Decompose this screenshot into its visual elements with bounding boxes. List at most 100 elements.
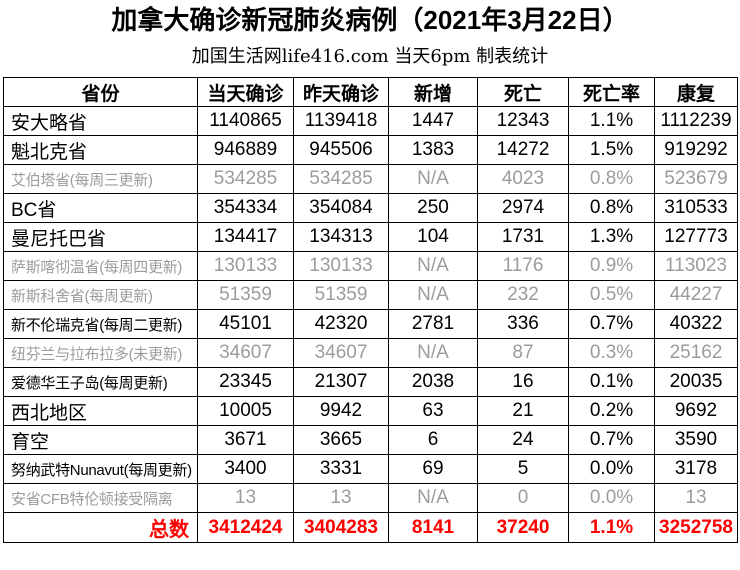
table-row: 曼尼托巴省 134417 134313 104 1731 1.3% 127773: [3, 222, 738, 253]
cell-recovered: 310533: [654, 193, 738, 224]
page-subtitle: 加国生活网life416.com 当天6pm 制表统计: [191, 46, 549, 68]
cell-today_confirmed: 13: [197, 483, 294, 514]
province-name: 曼尼托巴省: [3, 222, 198, 253]
table-row: 魁北克省 946889 945506 1383 14272 1.5% 919292: [3, 135, 738, 166]
cell-recovered: 9692: [654, 396, 738, 427]
cell-yesterday_confirmed: 13: [293, 483, 389, 514]
cell-recovered: 3178: [654, 454, 738, 485]
cell-recovered: 1112239: [654, 106, 738, 137]
column-header-province: 省份: [3, 77, 198, 108]
province-name: 魁北克省: [3, 135, 198, 166]
cell-recovered: 13: [654, 483, 738, 514]
cell-new_cases: 250: [388, 193, 478, 224]
cell-death_rate: 0.8%: [568, 164, 655, 195]
cell-deaths: 1176: [477, 251, 569, 282]
cell-today_confirmed: 130133: [197, 251, 294, 282]
column-header-recovered: 康复: [654, 77, 738, 108]
cell-recovered: 20035: [654, 367, 738, 398]
cell-deaths: 37240: [477, 512, 569, 544]
cell-new_cases: N/A: [388, 280, 478, 311]
cell-death_rate: 0.7%: [568, 425, 655, 456]
cell-deaths: 232: [477, 280, 569, 311]
page: 加拿大确诊新冠肺炎病例（2021年3月22日） 加国生活网life416.com…: [0, 5, 740, 570]
cell-death_rate: 0.2%: [568, 396, 655, 427]
table-row: BC省 354334 354084 250 2974 0.8% 310533: [3, 193, 738, 224]
cell-yesterday_confirmed: 34607: [293, 338, 389, 369]
table-row: 新不伦瑞克省(每周二更新) 45101 42320 2781 336 0.7% 40322: [3, 309, 738, 340]
cell-deaths: 14272: [477, 135, 569, 166]
cell-today_confirmed: 946889: [197, 135, 294, 166]
cell-today_confirmed: 134417: [197, 222, 294, 253]
column-header-deaths: 死亡: [477, 77, 569, 108]
cell-death_rate: 0.0%: [568, 483, 655, 514]
cell-new_cases: N/A: [388, 251, 478, 282]
table-row: 纽芬兰与拉布拉多(未更新) 34607 34607 N/A 87 0.3% 25162: [3, 338, 738, 369]
cell-death_rate: 0.9%: [568, 251, 655, 282]
cell-new_cases: 6: [388, 425, 478, 456]
page-title: 加拿大确诊新冠肺炎病例（2021年3月22日）: [111, 5, 629, 35]
cell-deaths: 87: [477, 338, 569, 369]
cell-yesterday_confirmed: 51359: [293, 280, 389, 311]
province-name: 纽芬兰与拉布拉多(未更新): [3, 338, 198, 369]
table-row: 西北地区 10005 9942 63 21 0.2% 9692: [3, 396, 738, 427]
cell-today_confirmed: 3400: [197, 454, 294, 485]
province-name: 育空: [3, 425, 198, 456]
cell-yesterday_confirmed: 42320: [293, 309, 389, 340]
cell-new_cases: N/A: [388, 338, 478, 369]
cell-death_rate: 0.1%: [568, 367, 655, 398]
cell-today_confirmed: 34607: [197, 338, 294, 369]
table-row: 新斯科舍省(每周更新) 51359 51359 N/A 232 0.5% 44227: [3, 280, 738, 311]
province-name: 新斯科舍省(每周更新): [3, 280, 198, 311]
cell-death_rate: 0.3%: [568, 338, 655, 369]
cell-recovered: 113023: [654, 251, 738, 282]
cell-new_cases: 1447: [388, 106, 478, 137]
cell-yesterday_confirmed: 354084: [293, 193, 389, 224]
table-row: 萨斯喀彻温省(每周四更新) 130133 130133 N/A 1176 0.9% 1130…: [3, 251, 738, 282]
column-header-death_rate: 死亡率: [568, 77, 655, 108]
covid-stats-table: 省份 当天确诊 昨天确诊 新增 死亡 死亡率 康复 安大略省 1140865 1139418 14…: [3, 77, 738, 544]
table-row: 安省CFB特伦顿接受隔离 13 13 N/A 0 0.0% 13: [3, 483, 738, 514]
total-label: 总数: [3, 512, 198, 544]
cell-new_cases: 1383: [388, 135, 478, 166]
table-row: 艾伯塔省(每周三更新) 534285 534285 N/A 4023 0.8% 523679: [3, 164, 738, 195]
cell-new_cases: 69: [388, 454, 478, 485]
cell-yesterday_confirmed: 9942: [293, 396, 389, 427]
cell-deaths: 2974: [477, 193, 569, 224]
cell-new_cases: 104: [388, 222, 478, 253]
cell-death_rate: 1.1%: [568, 512, 655, 544]
cell-deaths: 4023: [477, 164, 569, 195]
table-row: 育空 3671 3665 6 24 0.7% 3590: [3, 425, 738, 456]
cell-today_confirmed: 354334: [197, 193, 294, 224]
province-name: 爱德华王子岛(每周更新): [3, 367, 198, 398]
cell-new_cases: 2038: [388, 367, 478, 398]
cell-new_cases: 8141: [388, 512, 478, 544]
cell-new_cases: N/A: [388, 483, 478, 514]
cell-new_cases: 63: [388, 396, 478, 427]
province-name: 新不伦瑞克省(每周二更新): [3, 309, 198, 340]
table-row: 安大略省 1140865 1139418 1447 12343 1.1% 1112239: [3, 106, 738, 137]
cell-death_rate: 0.7%: [568, 309, 655, 340]
cell-deaths: 21: [477, 396, 569, 427]
cell-yesterday_confirmed: 3331: [293, 454, 389, 485]
table-row: 努纳武特Nunavut(每周更新) 3400 3331 69 5 0.0% 3178: [3, 454, 738, 485]
cell-deaths: 5: [477, 454, 569, 485]
province-name: 努纳武特Nunavut(每周更新): [3, 454, 198, 485]
cell-death_rate: 1.3%: [568, 222, 655, 253]
cell-yesterday_confirmed: 134313: [293, 222, 389, 253]
cell-death_rate: 0.5%: [568, 280, 655, 311]
cell-recovered: 3252758: [654, 512, 738, 544]
cell-recovered: 523679: [654, 164, 738, 195]
province-name: 安大略省: [3, 106, 198, 137]
cell-today_confirmed: 3671: [197, 425, 294, 456]
cell-recovered: 25162: [654, 338, 738, 369]
cell-recovered: 40322: [654, 309, 738, 340]
cell-recovered: 127773: [654, 222, 738, 253]
cell-recovered: 919292: [654, 135, 738, 166]
column-header-yesterday_confirmed: 昨天确诊: [293, 77, 389, 108]
column-header-today_confirmed: 当天确诊: [197, 77, 294, 108]
cell-deaths: 16: [477, 367, 569, 398]
cell-today_confirmed: 3412424: [197, 512, 294, 544]
cell-deaths: 12343: [477, 106, 569, 137]
cell-new_cases: N/A: [388, 164, 478, 195]
province-name: BC省: [3, 193, 198, 224]
